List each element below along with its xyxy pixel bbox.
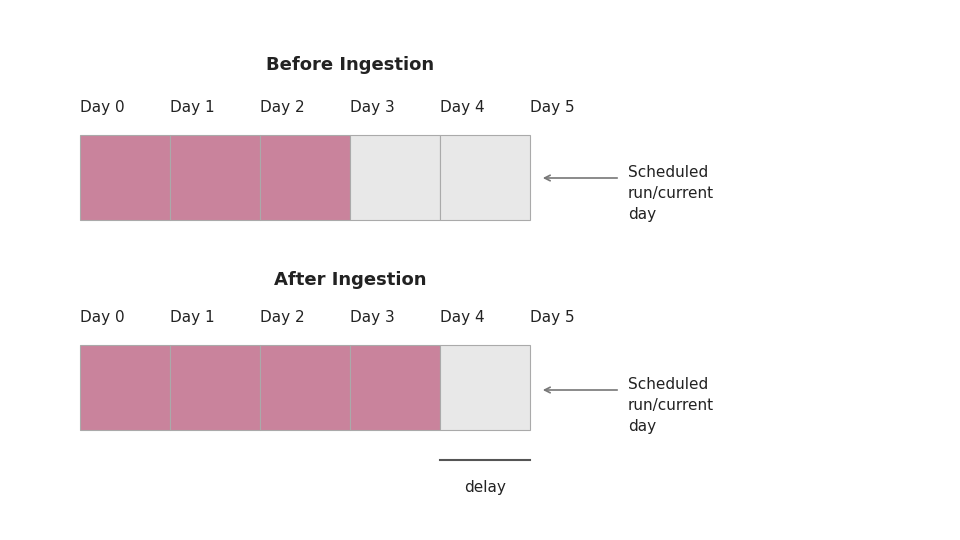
Text: Day 5: Day 5 <box>530 100 575 115</box>
Bar <box>170 135 260 220</box>
Bar <box>440 135 530 220</box>
Text: Day 4: Day 4 <box>440 100 485 115</box>
Text: Day 1: Day 1 <box>170 310 215 325</box>
Bar <box>80 135 170 220</box>
Text: delay: delay <box>464 480 506 495</box>
Text: Day 0: Day 0 <box>80 100 125 115</box>
Bar <box>440 345 530 430</box>
Text: Day 1: Day 1 <box>170 100 215 115</box>
Bar <box>170 345 260 430</box>
Text: Day 4: Day 4 <box>440 310 485 325</box>
Bar <box>80 345 170 430</box>
Text: Day 2: Day 2 <box>260 310 304 325</box>
Text: Scheduled
run/current
day: Scheduled run/current day <box>628 165 714 222</box>
Text: Scheduled
run/current
day: Scheduled run/current day <box>628 377 714 434</box>
Text: Day 3: Day 3 <box>350 100 395 115</box>
Text: After Ingestion: After Ingestion <box>274 271 426 289</box>
Text: Before Ingestion: Before Ingestion <box>266 56 434 74</box>
Bar <box>260 345 350 430</box>
Text: Day 5: Day 5 <box>530 310 575 325</box>
Bar <box>260 135 350 220</box>
Text: Day 3: Day 3 <box>350 310 395 325</box>
Text: Day 0: Day 0 <box>80 310 125 325</box>
Text: Day 2: Day 2 <box>260 100 304 115</box>
Bar <box>350 345 440 430</box>
Bar <box>350 135 440 220</box>
